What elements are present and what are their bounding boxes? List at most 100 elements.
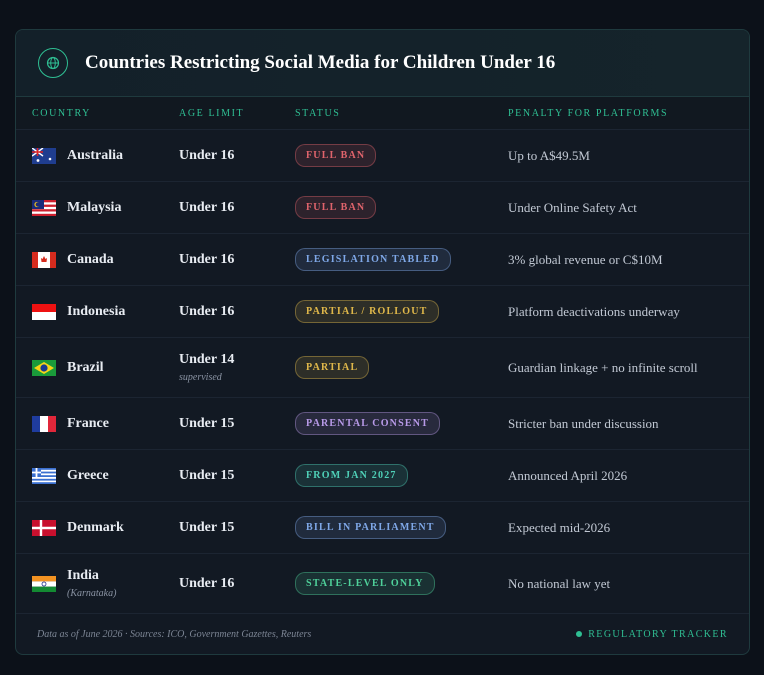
flag xyxy=(32,575,56,592)
country-cell: Indonesia xyxy=(16,303,179,320)
age-limit: Under 16 xyxy=(179,303,235,319)
country-cell: Australia xyxy=(16,147,179,164)
country-name: India xyxy=(67,568,99,583)
penalty: 3% global revenue or C$10M xyxy=(508,251,663,267)
country-cell: Denmark xyxy=(16,519,179,536)
status-badge: STATE-LEVEL ONLY xyxy=(295,572,435,595)
country-name: Indonesia xyxy=(67,303,126,319)
table-row: India (Karnataka) Under 16 STATE-LEVEL ONLY… xyxy=(16,554,749,614)
country-wrap: Canada xyxy=(56,252,114,268)
table-row: Indonesia Under 16 PARTIAL / ROLLOUT Platfo… xyxy=(16,286,749,338)
flag xyxy=(32,415,56,432)
age-limit: Under 16 xyxy=(179,575,235,591)
status-cell: PARTIAL / ROLLOUT xyxy=(295,300,508,323)
age-limit: Under 16 xyxy=(179,147,235,163)
penalty: Platform deactivations underway xyxy=(508,303,680,319)
country-cell: Greece xyxy=(16,467,179,484)
icon xyxy=(38,48,68,78)
country-note: (Karnataka) xyxy=(67,588,117,599)
flag xyxy=(32,303,56,320)
flag xyxy=(32,251,56,268)
status-cell: PARENTAL CONSENT xyxy=(295,412,508,435)
table-row: France Under 15 PARENTAL CONSENT Stricter b… xyxy=(16,398,749,450)
country-wrap: Malaysia xyxy=(56,200,121,216)
table-row: Malaysia Under 16 FULL BAN Under Online Saf… xyxy=(16,182,749,234)
column-header: COUNTRY xyxy=(32,107,91,119)
status-badge: BILL IN PARLIAMENT xyxy=(295,516,446,539)
age-cell: Under 15 xyxy=(179,468,295,484)
country-wrap: Brazil xyxy=(56,360,104,376)
country-wrap: Australia xyxy=(56,148,123,164)
age-cell: Under 15 xyxy=(179,520,295,536)
country-cell: Brazil xyxy=(16,359,179,376)
status-badge: PARENTAL CONSENT xyxy=(295,412,441,435)
table-row: Canada Under 16 LEGISLATION TABLED 3% globa… xyxy=(16,234,749,286)
country-name: Australia xyxy=(67,147,123,163)
age-cell: Under 16 xyxy=(179,304,295,320)
status-badge: FULL BAN xyxy=(295,196,377,219)
country-name: Denmark xyxy=(67,519,124,535)
penalty: No national law yet xyxy=(508,575,611,591)
status-cell: PARTIAL xyxy=(295,356,508,379)
age-cell: Under 14 supervised xyxy=(179,352,295,383)
status-badge: FROM JAN 2027 xyxy=(295,464,408,487)
column-header: PENALTY FOR PLATFORMS xyxy=(508,107,669,119)
status-cell: BILL IN PARLIAMENT xyxy=(295,516,508,539)
status-badge: FULL BAN xyxy=(295,144,377,167)
status-dot xyxy=(576,631,583,637)
country-wrap: Denmark xyxy=(56,520,124,536)
flag xyxy=(32,359,56,376)
table-row: Australia Under 16 FULL BAN Up to A$49.5M xyxy=(16,130,749,182)
penalty: Stricter ban under discussion xyxy=(508,415,659,431)
footer-note: Data as of June 2026 · Sources: ICO, Gov… xyxy=(37,628,312,640)
age-cell: Under 16 xyxy=(179,148,295,164)
penalty: Guardian linkage + no infinite scroll xyxy=(508,359,698,375)
footer: Data as of June 2026 · Sources: ICO, Gov… xyxy=(16,614,749,654)
country-name: Greece xyxy=(67,467,109,483)
footer-tag: REGULATORY TRACKER xyxy=(588,628,728,640)
penalty: Announced April 2026 xyxy=(508,467,628,483)
flag xyxy=(32,467,56,484)
age-limit: Under 15 xyxy=(179,519,235,535)
flag xyxy=(32,147,56,164)
country-cell: Canada xyxy=(16,251,179,268)
age-limit: Under 15 xyxy=(179,467,235,483)
age-limit: Under 16 xyxy=(179,251,235,267)
country-cell: India (Karnataka) xyxy=(16,568,179,599)
title: Countries Restricting Social Media for C… xyxy=(85,52,556,73)
country-wrap: Indonesia xyxy=(56,304,125,320)
country-cell: France xyxy=(16,415,179,432)
column-header: AGE LIMIT xyxy=(179,107,245,119)
card: Countries Restricting Social Media for C… xyxy=(15,29,750,655)
penalty: Up to A$49.5M xyxy=(508,147,590,163)
status-badge: PARTIAL / ROLLOUT xyxy=(295,300,439,323)
status-badge: LEGISLATION TABLED xyxy=(295,248,451,271)
country-name: France xyxy=(67,415,109,431)
status-badge: PARTIAL xyxy=(295,356,370,379)
age-cell: Under 16 xyxy=(179,200,295,216)
age-cell: Under 15 xyxy=(179,416,295,432)
table-row: Greece Under 15 FROM JAN 2027 Announced Apr… xyxy=(16,450,749,502)
header: Countries Restricting Social Media for C… xyxy=(16,30,749,97)
column-header: STATUS xyxy=(295,107,341,119)
status-cell: FULL BAN xyxy=(295,196,508,219)
age-limit: Under 16 xyxy=(179,199,235,215)
country-name: Malaysia xyxy=(67,199,122,215)
column-header-row: COUNTRY AGE LIMIT STATUS PENALTY FOR PLATFO… xyxy=(16,97,749,130)
table-row: Brazil Under 14 supervised PARTIAL Guardian … xyxy=(16,338,749,398)
country-cell: Malaysia xyxy=(16,199,179,216)
age-limit: Under 14 xyxy=(179,352,235,367)
country-wrap: France xyxy=(56,416,109,432)
footer-tag-wrap: REGULATORY TRACKER xyxy=(576,629,728,640)
age-cell: Under 16 xyxy=(179,252,295,268)
flag xyxy=(32,519,56,536)
country-wrap: Greece xyxy=(56,468,109,484)
table-row: Denmark Under 15 BILL IN PARLIAMENT Expecte… xyxy=(16,502,749,554)
flag xyxy=(32,199,56,216)
country-wrap: India (Karnataka) xyxy=(56,568,116,599)
age-limit: Under 15 xyxy=(179,415,235,431)
age-note: supervised xyxy=(179,372,222,383)
status-cell: STATE-LEVEL ONLY xyxy=(295,572,508,595)
country-name: Canada xyxy=(67,251,114,267)
